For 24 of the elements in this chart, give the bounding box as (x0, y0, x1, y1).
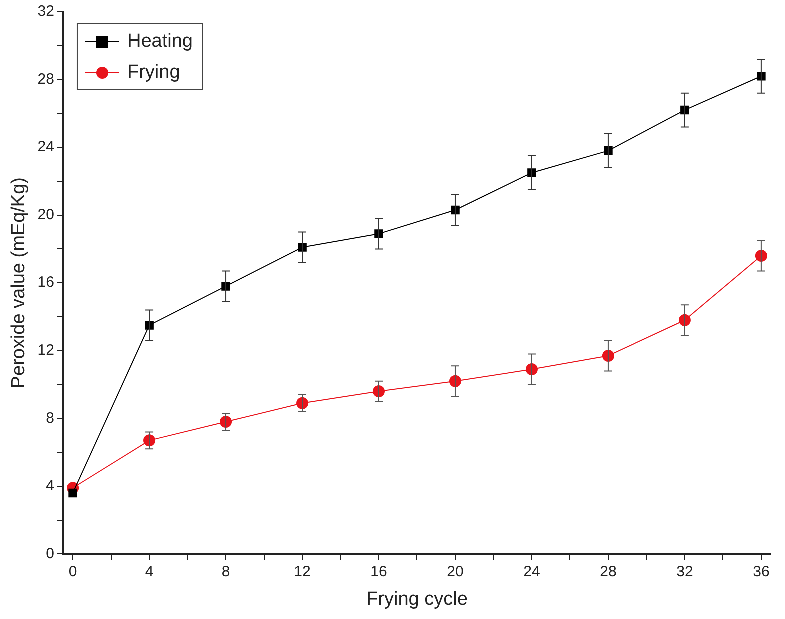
legend-label: Frying (127, 62, 180, 84)
legend-label: Heating (127, 31, 193, 52)
x-tick-label: 28 (600, 563, 617, 580)
y-axis-title: Peroxide value (mEq/Kg) (8, 177, 30, 389)
y-tick-label: 28 (38, 70, 54, 88)
x-tick-label: 20 (447, 563, 464, 580)
x-tick-label: 8 (222, 563, 230, 580)
y-tick-label: 0 (46, 545, 54, 562)
y-tick-label: 12 (38, 342, 54, 360)
x-tick-label: 36 (753, 563, 770, 580)
x-tick-label: 0 (68, 563, 78, 580)
x-axis-title: Frying cycle (366, 588, 468, 610)
y-tick-label: 8 (46, 410, 54, 427)
point (68, 488, 78, 498)
y-tick-label: 4 (46, 478, 54, 495)
x-tick-label: 32 (676, 563, 694, 580)
x-tick-label: 24 (524, 563, 540, 580)
y-tick-label: 24 (38, 138, 54, 156)
y-tick-label: 32 (38, 3, 54, 20)
y-tick-label: 16 (38, 274, 54, 292)
y-tick-label: 20 (38, 206, 54, 224)
x-tick-label: 12 (294, 563, 311, 580)
x-tick-label: 4 (145, 563, 154, 580)
x-tick-label: 16 (370, 563, 388, 580)
